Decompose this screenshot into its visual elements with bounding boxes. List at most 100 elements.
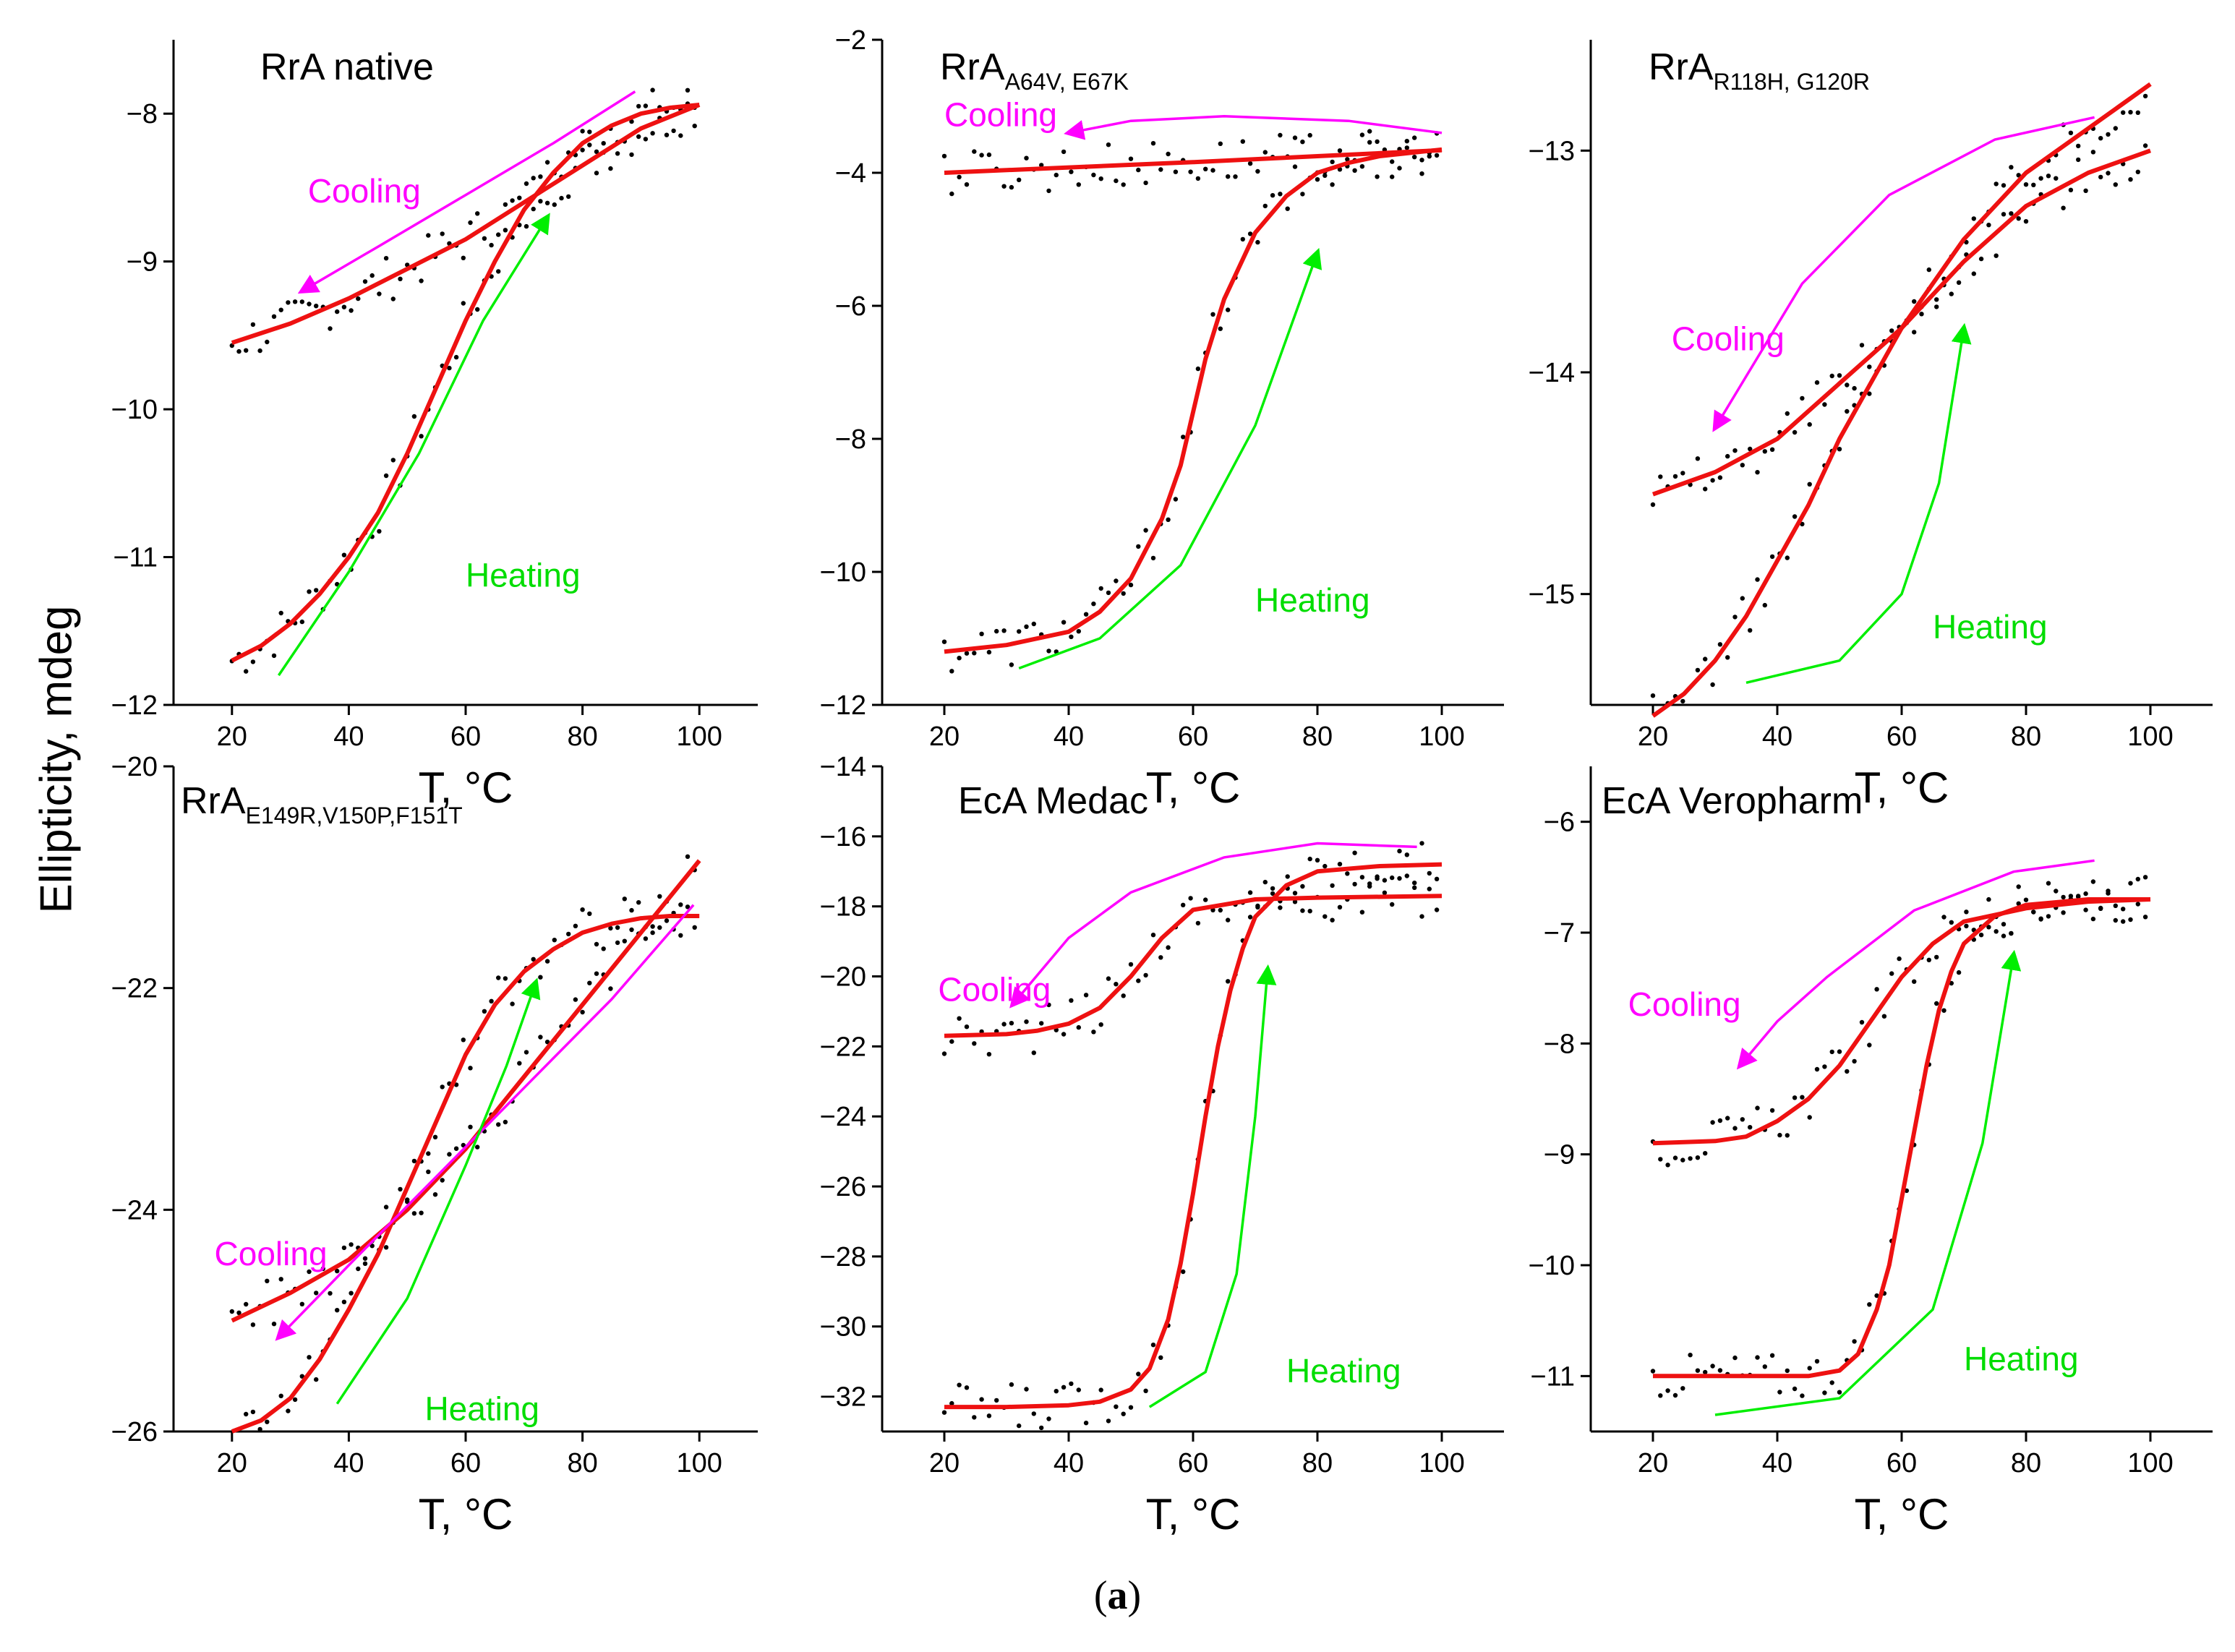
heating-label: Heating xyxy=(1286,1352,1401,1390)
data-point xyxy=(1039,1425,1044,1431)
data-point xyxy=(1076,1024,1082,1030)
data-point xyxy=(1166,517,1171,522)
data-point xyxy=(524,1050,529,1055)
data-point xyxy=(1672,1392,1678,1398)
x-tick-label: 60 xyxy=(1886,1448,1917,1478)
data-point xyxy=(1717,642,1723,647)
data-point xyxy=(1188,896,1193,901)
cooling-fit-line xyxy=(944,147,1443,175)
data-point xyxy=(1240,139,1246,144)
data-point xyxy=(461,301,466,306)
data-point xyxy=(2009,165,2014,170)
data-point xyxy=(1322,914,1328,919)
data-point xyxy=(1427,886,1432,891)
chart-title-main: RrA native xyxy=(260,46,434,88)
data-point xyxy=(949,669,954,674)
x-tick-label: 40 xyxy=(333,1448,364,1478)
data-point xyxy=(1748,1125,1753,1130)
data-point xyxy=(580,147,585,153)
data-point xyxy=(957,1016,962,1021)
data-point xyxy=(1136,978,1141,983)
x-tick-label: 60 xyxy=(450,722,481,752)
data-point xyxy=(369,273,375,278)
data-point xyxy=(1792,1095,1798,1100)
data-point xyxy=(678,133,683,138)
data-point xyxy=(941,639,947,644)
data-point xyxy=(1076,1387,1082,1392)
data-point xyxy=(398,276,403,281)
y-tick-label: −8 xyxy=(1544,1029,1575,1059)
data-point xyxy=(271,1322,277,1327)
data-point xyxy=(299,1301,304,1307)
data-point xyxy=(1247,915,1253,920)
cooling-fit-line xyxy=(944,894,1443,1038)
data-point xyxy=(1755,470,1760,475)
data-point xyxy=(244,348,249,353)
data-point xyxy=(286,300,291,305)
data-point xyxy=(587,911,592,917)
data-point xyxy=(2135,110,2140,115)
heating-label: Heating xyxy=(1933,608,2048,646)
data-point xyxy=(314,1377,319,1382)
data-point xyxy=(482,236,487,241)
data-point xyxy=(1672,474,1678,479)
data-point xyxy=(1949,291,1954,296)
data-point xyxy=(1717,1118,1723,1124)
data-point xyxy=(1046,649,1051,654)
data-point xyxy=(1427,154,1432,159)
data-point xyxy=(426,1151,431,1156)
data-point xyxy=(447,1152,452,1157)
data-point xyxy=(538,975,543,980)
data-point xyxy=(1725,655,1730,660)
x-axis-label: T, °C xyxy=(1146,1490,1241,1538)
y-tick-label: −32 xyxy=(820,1382,866,1413)
data-point xyxy=(2046,881,2051,886)
data-point xyxy=(1061,620,1067,625)
data-point xyxy=(594,971,599,976)
data-point xyxy=(314,1291,319,1296)
data-point xyxy=(524,181,529,187)
y-tick-label: −22 xyxy=(111,974,158,1004)
cooling-fit-line xyxy=(231,859,701,1323)
data-point xyxy=(2083,891,2088,896)
data-point xyxy=(979,1397,984,1402)
data-point xyxy=(1777,1390,1782,1395)
data-point xyxy=(1315,857,1320,863)
data-point xyxy=(1956,970,1962,975)
data-point xyxy=(1412,885,1417,891)
y-tick-label: −10 xyxy=(1529,1251,1575,1281)
data-point xyxy=(341,1245,347,1251)
data-point xyxy=(335,1268,340,1274)
data-point xyxy=(1427,870,1432,876)
x-tick-label: 100 xyxy=(1419,1448,1464,1478)
cooling-arrow xyxy=(1712,116,2095,432)
data-point xyxy=(1210,907,1215,913)
chart-title: RrA native xyxy=(260,46,434,88)
data-point xyxy=(1382,890,1388,896)
chart-title-subscript: E149R,V150P,F151T xyxy=(246,803,463,829)
data-point xyxy=(405,1197,410,1202)
data-point xyxy=(1755,1105,1760,1110)
data-point xyxy=(496,975,501,980)
data-point xyxy=(552,202,557,207)
data-point xyxy=(1367,129,1372,134)
data-point xyxy=(1785,411,1790,416)
data-point xyxy=(2001,933,2007,938)
data-point xyxy=(685,854,691,860)
x-tick-label: 60 xyxy=(1178,1448,1208,1478)
x-tick-label: 80 xyxy=(2011,722,2041,752)
heating-fit-line xyxy=(231,103,700,663)
heating-arrow xyxy=(277,213,550,677)
data-point xyxy=(1732,1126,1738,1131)
data-point xyxy=(517,195,522,200)
data-point xyxy=(271,653,277,659)
cooling-arrow xyxy=(297,90,636,294)
data-point xyxy=(1143,1388,1148,1394)
data-point xyxy=(972,651,977,656)
data-point xyxy=(362,1261,368,1267)
data-point xyxy=(1814,1066,1820,1072)
data-point xyxy=(1814,380,1820,385)
data-point xyxy=(307,1355,312,1360)
data-point xyxy=(636,134,641,140)
